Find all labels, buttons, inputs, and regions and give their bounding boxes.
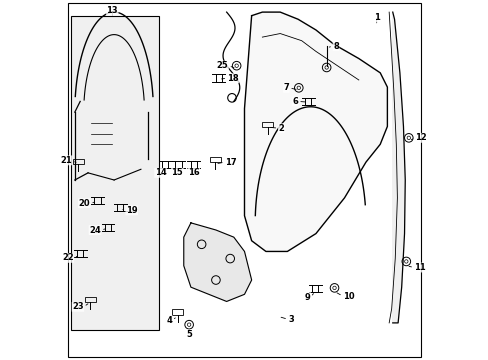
- Text: 23: 23: [72, 302, 83, 311]
- Text: 1: 1: [373, 13, 379, 22]
- Text: 24: 24: [89, 225, 101, 234]
- Text: 2: 2: [278, 124, 284, 133]
- Bar: [172, 310, 183, 315]
- Bar: [84, 297, 95, 302]
- Text: 14: 14: [154, 168, 166, 177]
- Polygon shape: [183, 223, 251, 301]
- Text: 13: 13: [106, 6, 118, 15]
- Polygon shape: [392, 12, 405, 323]
- Text: 4: 4: [166, 315, 172, 324]
- Text: 7: 7: [283, 83, 288, 92]
- Text: 22: 22: [62, 253, 74, 262]
- Text: 5: 5: [186, 330, 192, 339]
- Text: 10: 10: [342, 292, 354, 301]
- Bar: [73, 159, 83, 164]
- Text: 12: 12: [414, 133, 426, 142]
- Text: 16: 16: [187, 168, 199, 177]
- Text: 9: 9: [304, 293, 310, 302]
- Text: 21: 21: [61, 156, 72, 165]
- Text: 11: 11: [413, 263, 425, 272]
- Text: 18: 18: [227, 74, 239, 83]
- Text: 25: 25: [216, 61, 228, 70]
- Polygon shape: [244, 12, 386, 251]
- Text: 15: 15: [171, 168, 183, 177]
- Bar: [209, 157, 220, 162]
- Text: 17: 17: [224, 158, 236, 167]
- Bar: [262, 122, 272, 127]
- Text: 3: 3: [287, 315, 293, 324]
- Text: 6: 6: [292, 97, 298, 106]
- Text: 20: 20: [79, 199, 90, 208]
- Text: 8: 8: [332, 41, 338, 50]
- Bar: [71, 16, 159, 330]
- Text: 19: 19: [125, 206, 137, 215]
